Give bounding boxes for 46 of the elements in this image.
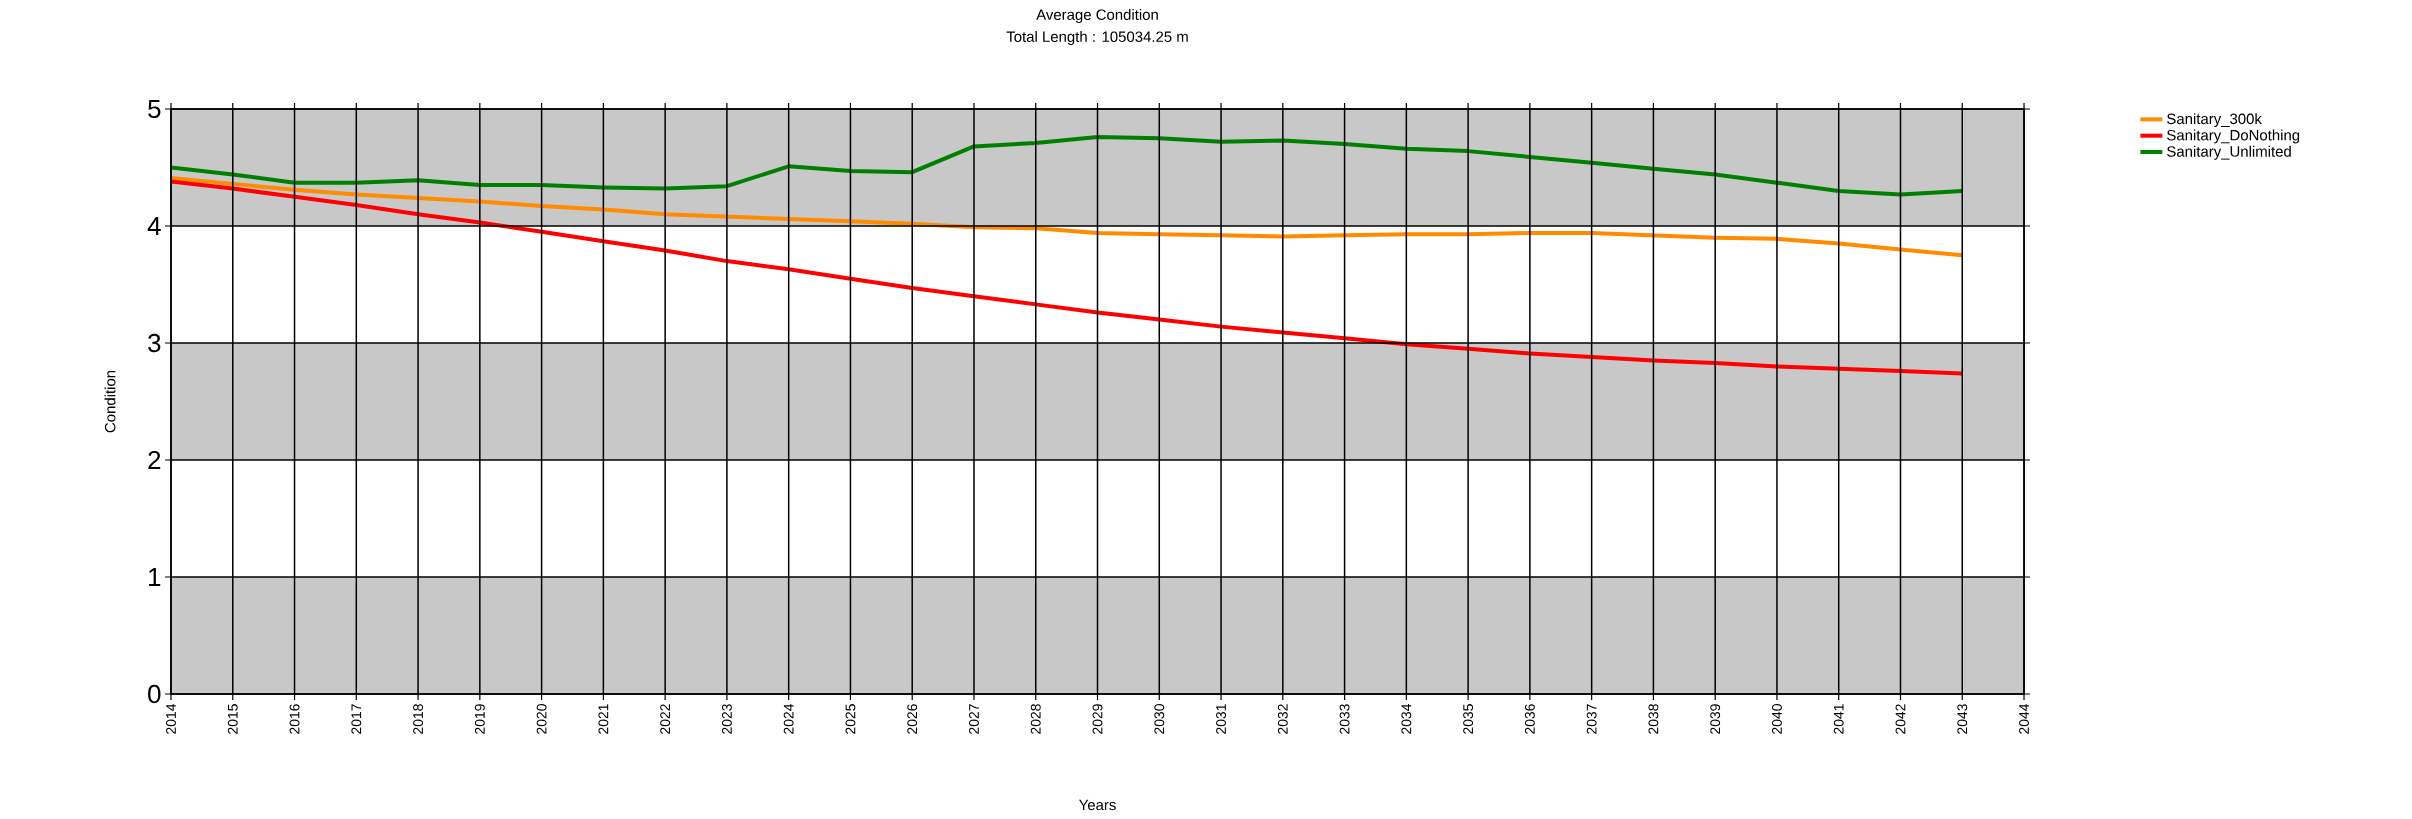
y-axis-title: Condition [104, 370, 116, 433]
x-tick-label: 2040 [1772, 704, 1782, 734]
x-tick-label: 2044 [2019, 703, 2029, 734]
y-tick-label: 3 [148, 333, 161, 353]
y-tick-label: 5 [148, 99, 161, 119]
x-tick-label: 2022 [660, 704, 671, 734]
x-tick-label: 2020 [536, 704, 547, 734]
x-tick-label: 2026 [907, 704, 918, 734]
x-tick-label: 2041 [1833, 704, 1844, 734]
x-tick-label: 2017 [351, 704, 362, 734]
x-tick-label: 2036 [1524, 704, 1535, 734]
x-axis-title: Years [1079, 799, 1116, 811]
x-tick-label: 2021 [598, 704, 609, 734]
legend-label: Sanitary_Unlimited [2167, 145, 2291, 160]
x-tick-label: 2014 [166, 703, 176, 734]
x-tick-label: 2018 [413, 704, 424, 734]
y-tick-label: 4 [147, 217, 161, 235]
x-tick-label: 2023 [721, 704, 732, 734]
legend-label: Sanitary_300k [2167, 113, 2262, 128]
x-tick-label: 2037 [1586, 704, 1597, 734]
x-tick-label: 2032 [1277, 704, 1288, 734]
x-tick-label: 2038 [1648, 704, 1659, 734]
x-tick-label: 2035 [1463, 704, 1474, 734]
legend-label: Sanitary_DoNothing [2167, 129, 2300, 144]
x-tick-label: 2043 [1957, 704, 1968, 734]
x-tick-label: 2034 [1401, 703, 1412, 734]
x-tick-label: 2033 [1339, 704, 1350, 734]
x-tick-label: 2027 [969, 704, 979, 734]
x-tick-label: 2039 [1710, 704, 1721, 734]
chart-title: Average Condition [1036, 9, 1158, 23]
x-tick-label: 2029 [1092, 704, 1103, 734]
x-tick-label: 2025 [845, 704, 856, 734]
x-tick-label: 2031 [1216, 704, 1226, 734]
x-tick-label: 2024 [783, 703, 794, 734]
x-tick-label: 2030 [1154, 704, 1165, 734]
line-series [171, 135, 1965, 197]
x-tick-label: 2028 [1030, 704, 1041, 734]
y-tick-label: 0 [148, 684, 161, 704]
line-series [171, 179, 1965, 376]
x-tick-label: 2042 [1895, 704, 1906, 734]
x-tick-label: 2015 [227, 704, 238, 734]
x-tick-label: 2019 [474, 704, 485, 734]
y-tick-label: 2 [148, 450, 161, 470]
chart-subtitle: Total Length : 105034.25 m [1006, 31, 1188, 45]
y-tick-label: 1 [149, 568, 161, 586]
x-tick-label: 2016 [289, 704, 300, 734]
